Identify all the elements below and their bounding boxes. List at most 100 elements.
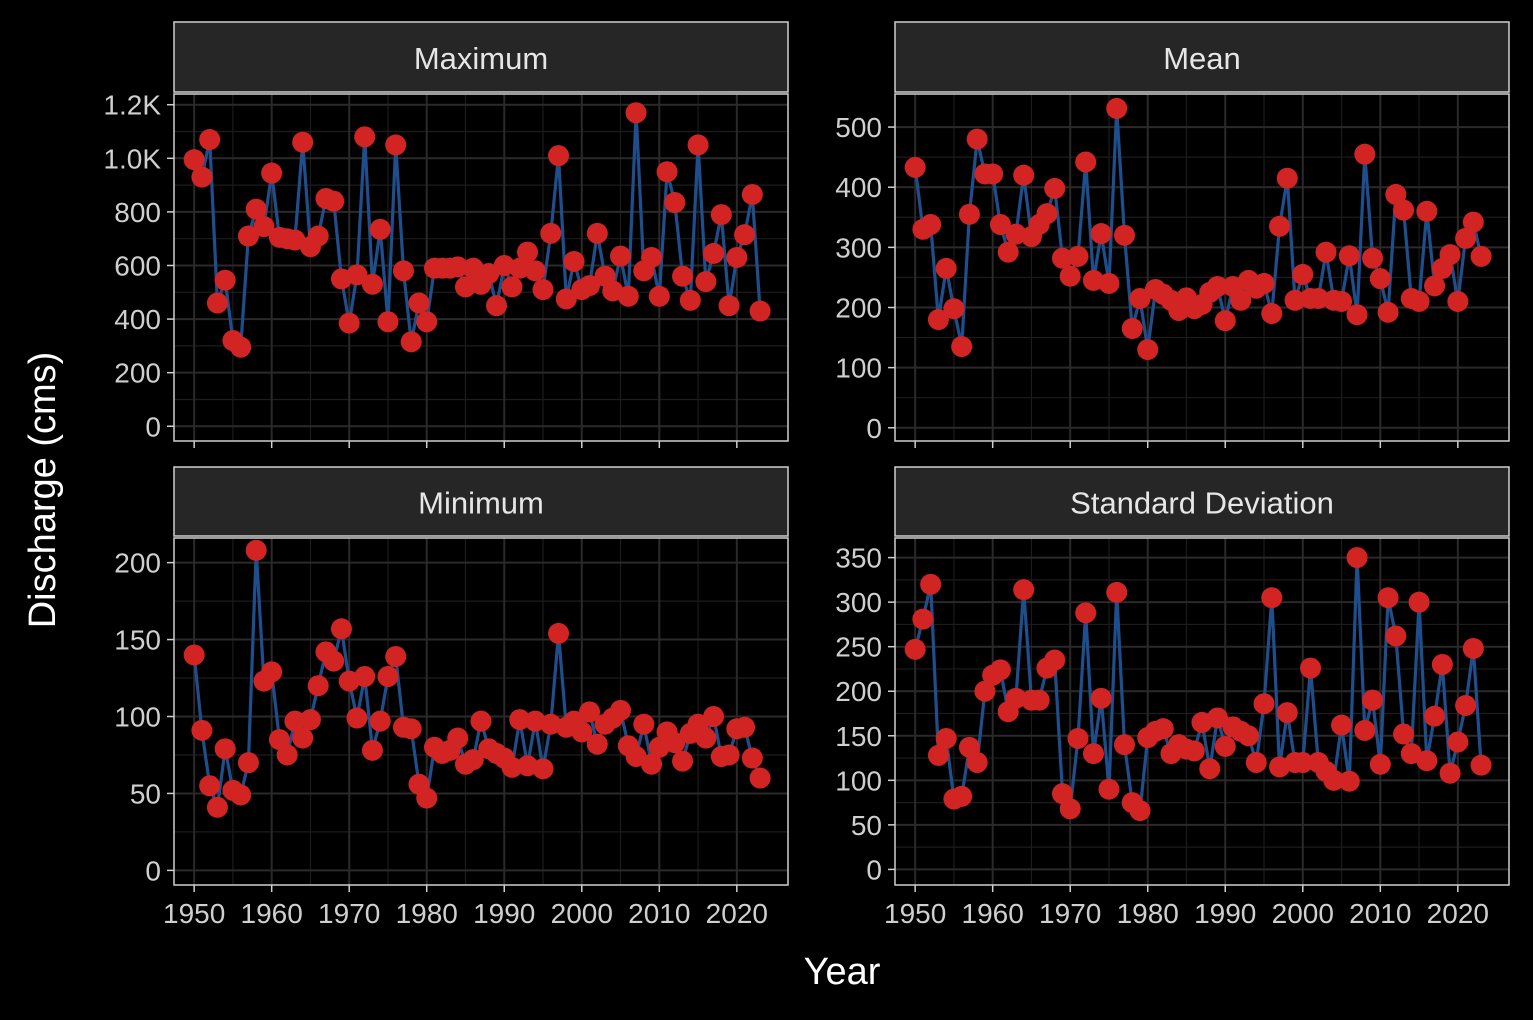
data-point	[214, 738, 236, 760]
data-point	[1137, 339, 1159, 361]
data-point	[641, 753, 663, 775]
data-point	[625, 102, 647, 124]
data-point	[284, 710, 306, 732]
x-tick-label: 1980	[1117, 898, 1179, 929]
data-point	[1098, 272, 1120, 294]
x-tick-label: 2000	[551, 898, 613, 929]
data-point	[617, 285, 639, 307]
data-point	[1284, 289, 1306, 311]
data-point	[323, 190, 345, 212]
y-tick-label: 200	[835, 676, 882, 707]
x-tick-label: 1980	[396, 898, 458, 929]
y-tick-label: 200	[835, 292, 882, 323]
x-tick-label: 2020	[1427, 898, 1489, 929]
data-point	[1346, 304, 1368, 326]
data-point	[206, 796, 228, 818]
facet-title: Standard Deviation	[1070, 486, 1334, 521]
data-point	[509, 257, 531, 279]
y-tick-label: 150	[835, 721, 882, 752]
data-point	[1199, 758, 1221, 780]
data-point	[1051, 247, 1073, 269]
data-point	[230, 336, 252, 358]
data-point	[672, 265, 694, 287]
data-point	[1338, 245, 1360, 267]
data-point	[703, 706, 725, 728]
y-tick-label: 0	[145, 411, 161, 442]
data-point	[974, 680, 996, 702]
x-tick-label: 1990	[473, 898, 535, 929]
y-tick-label: 300	[835, 587, 882, 618]
data-point	[610, 699, 632, 721]
data-point	[586, 222, 608, 244]
data-point	[1276, 167, 1298, 189]
data-point	[548, 145, 570, 167]
data-point	[261, 162, 283, 184]
data-point	[1152, 718, 1174, 740]
y-tick-label: 0	[866, 413, 882, 444]
data-point	[1362, 689, 1384, 711]
y-tick-label: 200	[114, 358, 161, 389]
data-point	[1090, 687, 1112, 709]
data-point	[1245, 752, 1267, 774]
x-tick-label: 1950	[163, 898, 225, 929]
data-point	[1292, 263, 1314, 285]
data-point	[1315, 241, 1337, 263]
data-point	[199, 775, 221, 797]
data-point	[1354, 143, 1376, 165]
data-point	[1416, 750, 1438, 772]
y-tick-label: 50	[130, 778, 161, 809]
data-point	[1090, 223, 1112, 245]
data-point	[672, 750, 694, 772]
data-point	[1462, 637, 1484, 659]
y-tick-label: 150	[114, 625, 161, 656]
data-point	[1424, 275, 1446, 297]
data-point	[191, 166, 213, 188]
facet-title: Maximum	[414, 41, 548, 76]
data-point	[462, 749, 484, 771]
panel-border	[173, 93, 789, 442]
data-point	[330, 618, 352, 640]
data-point	[1470, 754, 1492, 776]
data-point	[261, 661, 283, 683]
data-point	[1106, 581, 1128, 603]
x-tick-label: 2010	[1349, 898, 1411, 929]
data-point	[1253, 693, 1275, 715]
panel-4: Standard Deviation 0 50 100 150 200 250 300 350 1…	[835, 466, 1510, 929]
data-point	[695, 727, 717, 749]
data-point	[1207, 275, 1229, 297]
panel-3: Minimum 0 50 100 150 200 1950 1960 1970 1980 1990 2…	[114, 466, 789, 929]
data-point	[1075, 602, 1097, 624]
data-point	[1455, 227, 1477, 249]
data-point	[1276, 702, 1298, 724]
data-point	[656, 161, 678, 183]
data-point	[524, 260, 546, 282]
data-point	[741, 183, 763, 205]
data-point	[703, 242, 725, 264]
data-point	[1106, 97, 1128, 119]
data-point	[1075, 151, 1097, 173]
data-point	[548, 622, 570, 644]
data-point	[307, 225, 329, 247]
data-point	[1098, 778, 1120, 800]
data-point	[1013, 579, 1035, 601]
data-point	[1261, 303, 1283, 325]
data-point	[982, 163, 1004, 185]
data-point	[400, 331, 422, 353]
data-point	[1005, 687, 1027, 709]
data-point	[687, 134, 709, 156]
data-point	[579, 275, 601, 297]
data-point	[1408, 290, 1430, 312]
data-point	[1230, 289, 1252, 311]
data-point	[1455, 694, 1477, 716]
panel-border	[894, 537, 1510, 886]
data-point	[470, 710, 492, 732]
x-tick-label: 2020	[706, 898, 768, 929]
data-point	[579, 701, 601, 723]
x-tick-label: 1960	[241, 898, 303, 929]
data-point	[230, 784, 252, 806]
data-point	[183, 644, 205, 666]
data-point	[951, 336, 973, 358]
data-point	[369, 218, 391, 240]
data-point	[540, 222, 562, 244]
data-point	[1113, 734, 1135, 756]
